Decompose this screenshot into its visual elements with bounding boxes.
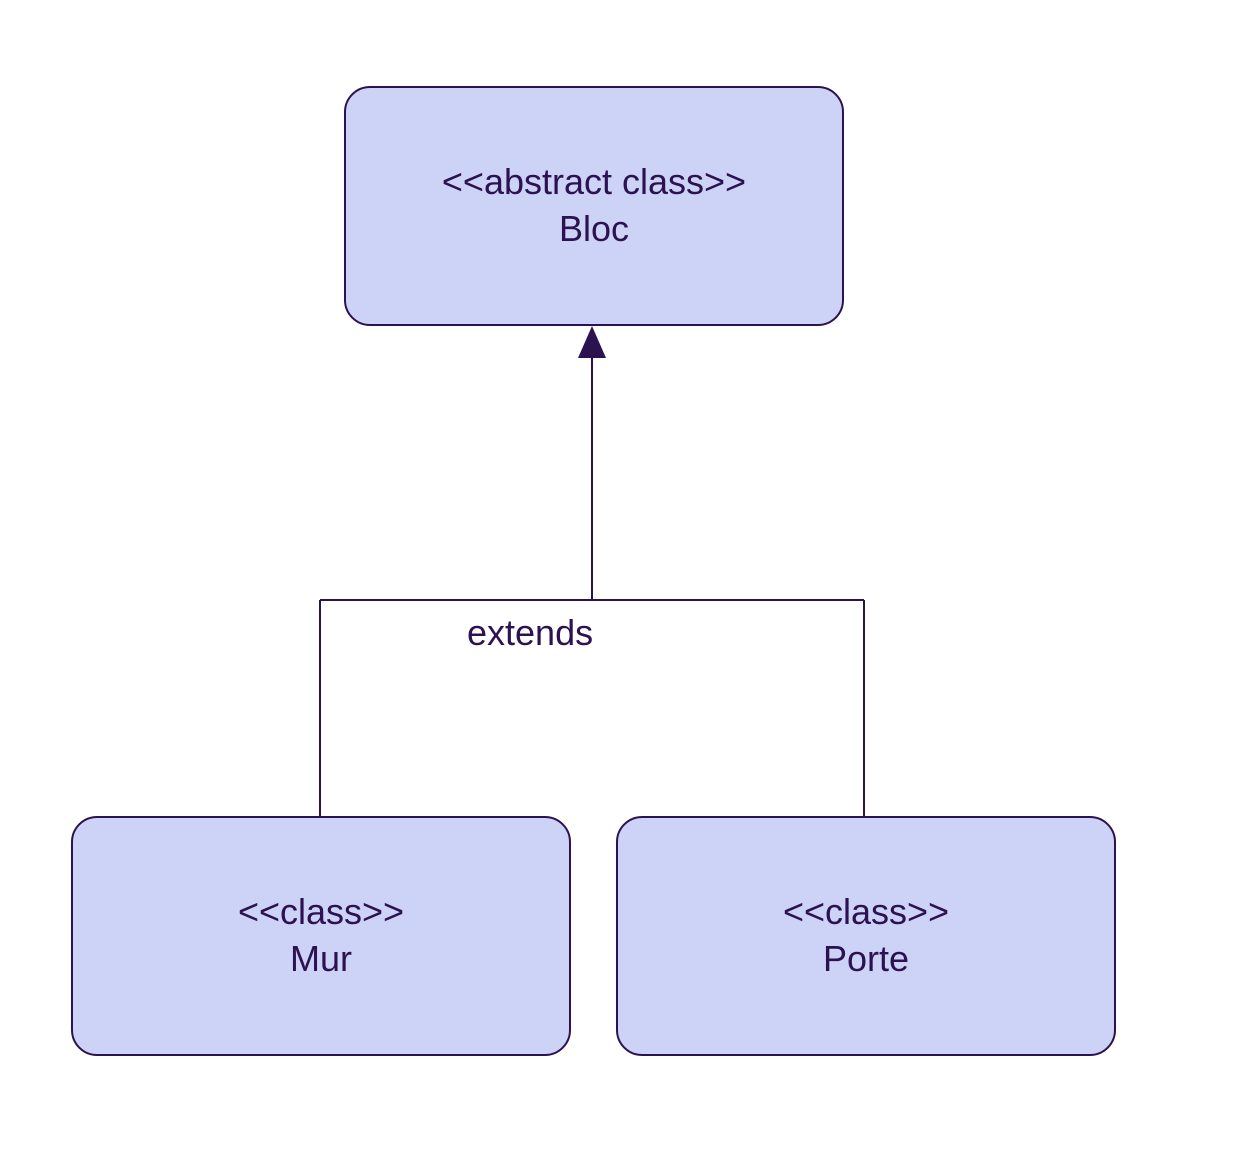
class-name-bloc: Bloc (559, 206, 629, 253)
edge-label-extends: extends (467, 612, 593, 654)
class-box-mur: <<class>>Mur (71, 816, 571, 1056)
class-name-mur: Mur (290, 936, 352, 983)
class-box-porte: <<class>>Porte (616, 816, 1116, 1056)
class-name-porte: Porte (823, 936, 909, 983)
class-box-bloc: <<abstract class>>Bloc (344, 86, 844, 326)
stereotype-mur: <<class>> (238, 889, 404, 936)
inheritance-arrowhead-icon (578, 326, 606, 358)
stereotype-bloc: <<abstract class>> (442, 159, 746, 206)
stereotype-porte: <<class>> (783, 889, 949, 936)
uml-diagram: <<abstract class>>Bloc<<class>>Mur<<clas… (0, 0, 1242, 1167)
